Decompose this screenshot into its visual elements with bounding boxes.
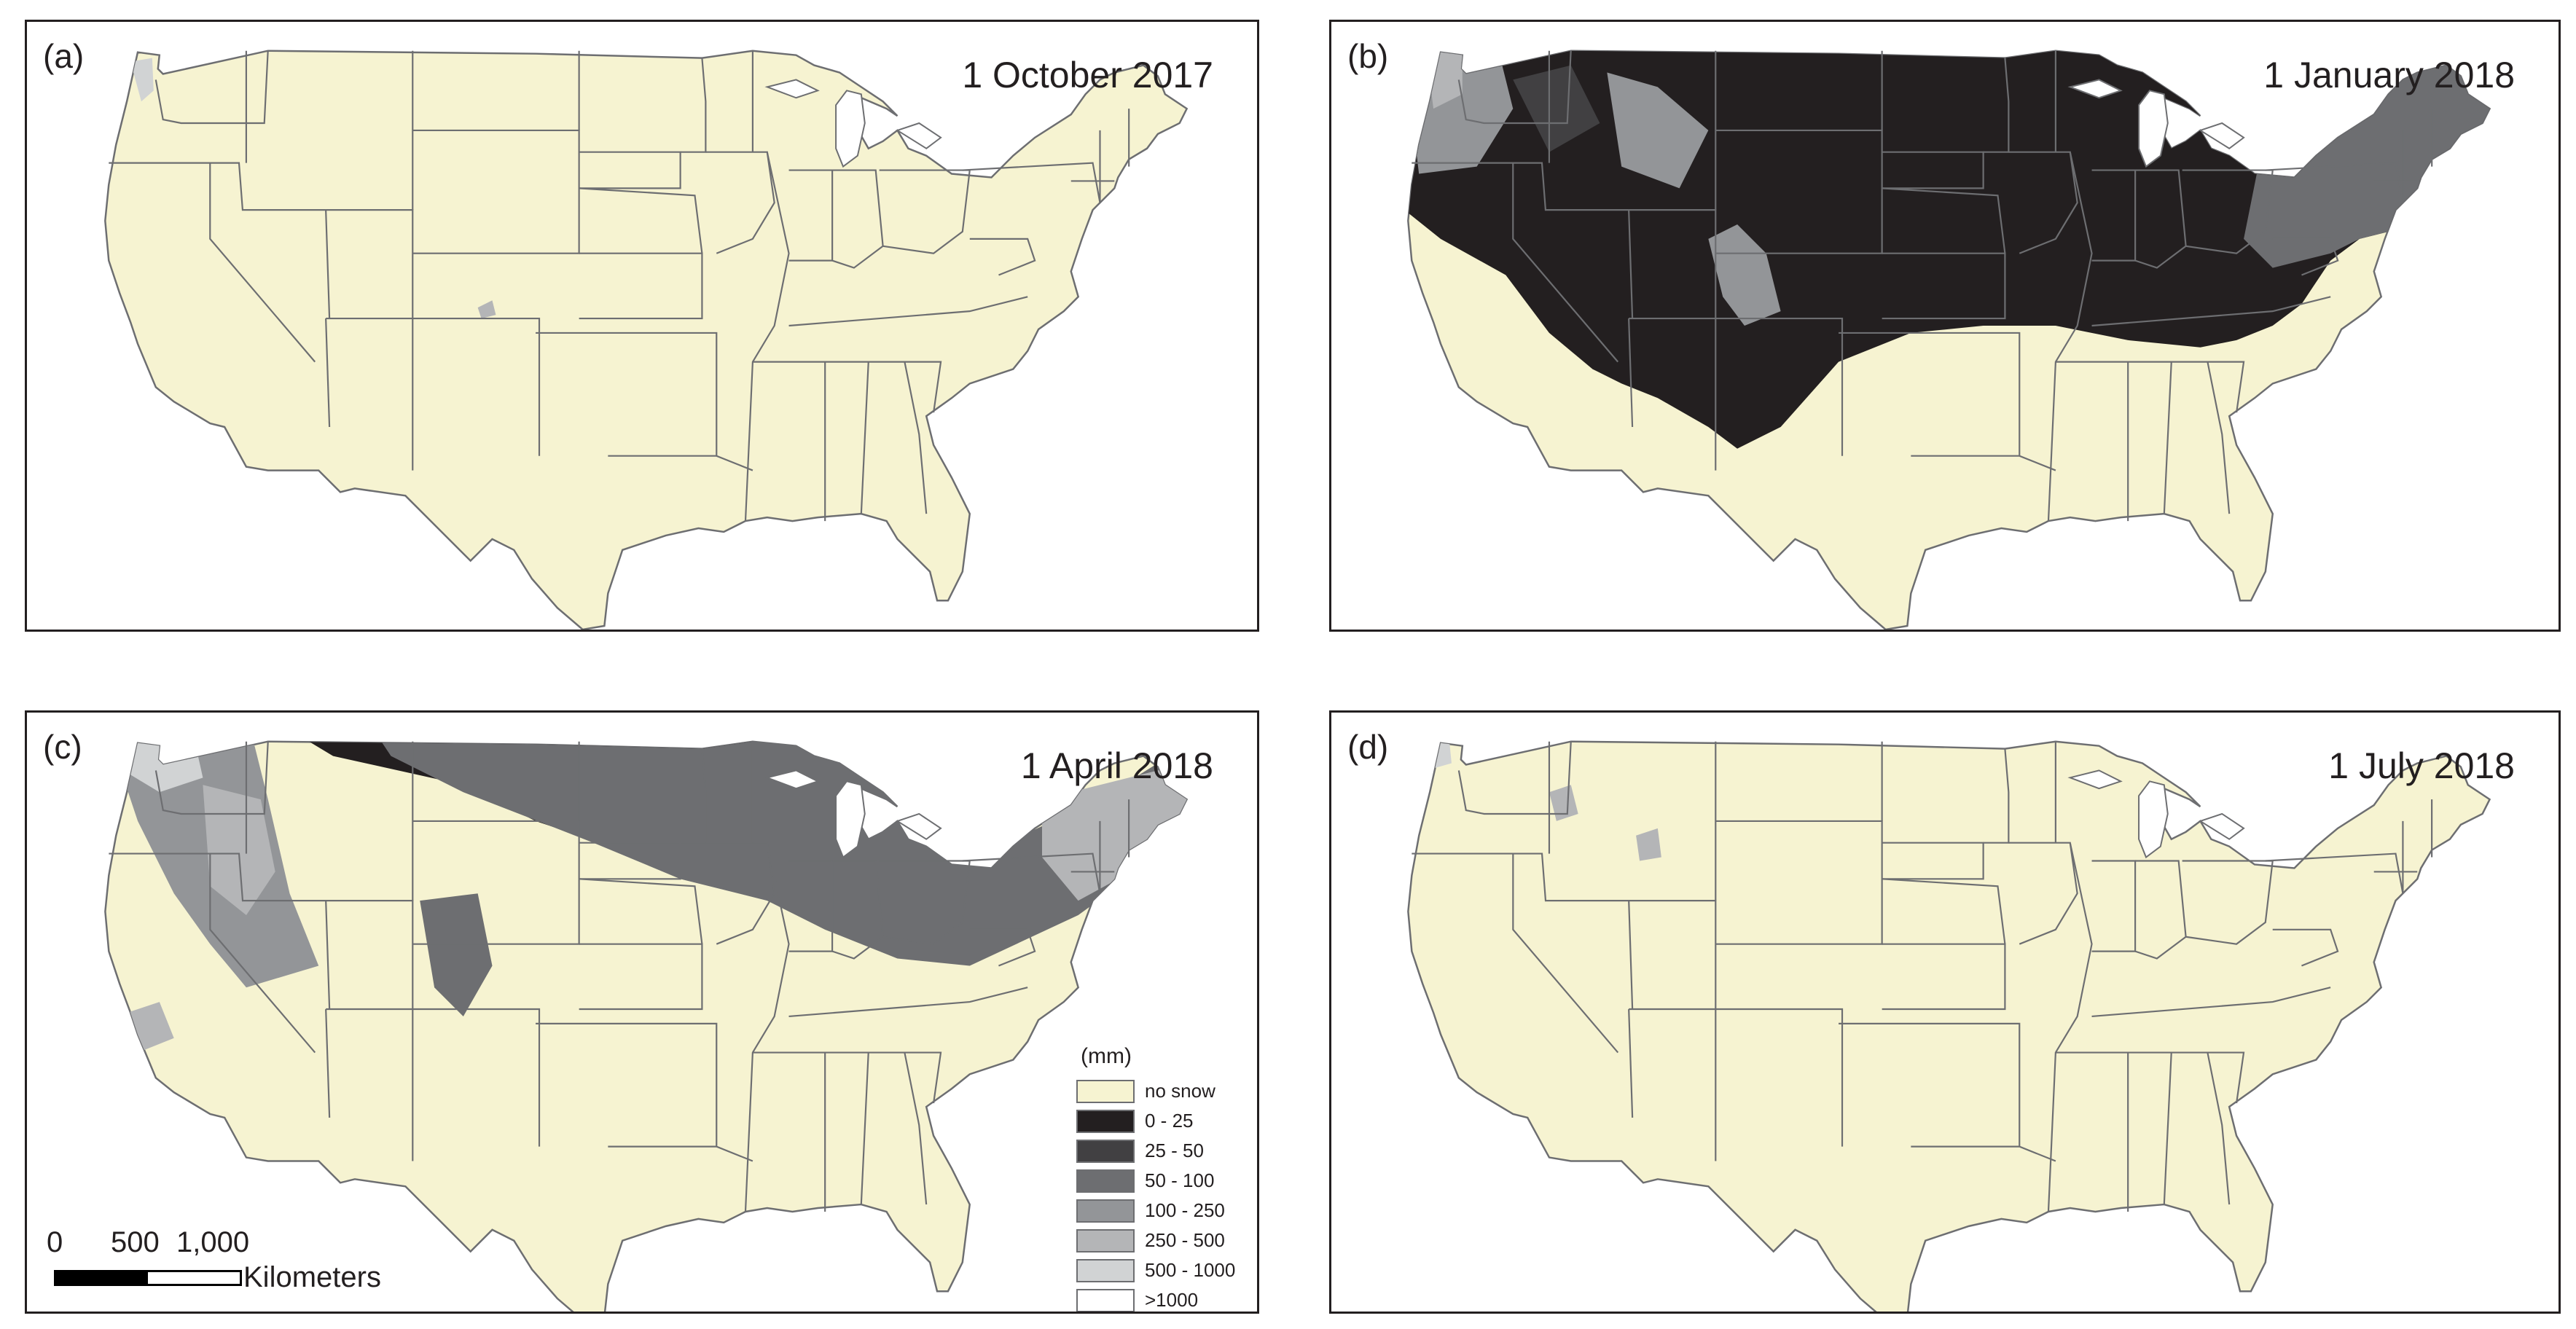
us-landmass <box>104 50 1188 630</box>
legend-swatch <box>1076 1109 1135 1133</box>
legend-item: 0 - 25 <box>1076 1106 1235 1136</box>
legend-swatch <box>1076 1228 1135 1252</box>
legend: (mm) no snow 0 - 25 25 - 50 50 - 100 100 - 2… <box>1076 1044 1235 1312</box>
legend-item: >1000 <box>1076 1285 1235 1312</box>
legend-item: 500 - 1000 <box>1076 1255 1235 1285</box>
panel-label: (a) <box>43 37 85 75</box>
us-map-b <box>1407 50 2491 630</box>
panel-date: 1 April 2018 <box>1020 745 1213 786</box>
legend-item: 25 - 50 <box>1076 1136 1235 1166</box>
legend-label: 100 - 250 <box>1145 1199 1225 1221</box>
map-panel-b: (b) 1 January 2018 <box>1329 20 2561 632</box>
us-map-c <box>104 740 1188 1312</box>
scale-segment-dark <box>54 1270 147 1286</box>
legend-item: 250 - 500 <box>1076 1226 1235 1255</box>
legend-swatch <box>1076 1079 1135 1103</box>
legend-label: no snow <box>1145 1080 1215 1102</box>
legend-item: no snow <box>1076 1076 1235 1106</box>
snow-layer-a <box>130 58 496 319</box>
legend-label: 500 - 1000 <box>1145 1259 1236 1281</box>
legend-label: >1000 <box>1145 1289 1199 1311</box>
scale-bar: 0 500 1,000 Kilometers <box>45 1226 381 1306</box>
legend-label: 25 - 50 <box>1145 1140 1204 1161</box>
legend-swatch <box>1076 1288 1135 1312</box>
legend-swatch <box>1076 1139 1135 1163</box>
map-panel-c: (c) 1 April 2018 (mm) no snow 0 - 25 25 - … <box>25 710 1259 1314</box>
legend-title: (mm) <box>1081 1044 1132 1068</box>
scale-tick-500: 500 <box>111 1226 160 1258</box>
panel-label: (b) <box>1347 37 1389 75</box>
legend-swatch <box>1076 1258 1135 1282</box>
legend-item: 100 - 250 <box>1076 1196 1235 1226</box>
panel-date: 1 October 2017 <box>962 55 1213 95</box>
panel-date: 1 January 2018 <box>2263 55 2515 95</box>
us-map-a <box>104 50 1188 630</box>
scale-units: Kilometers <box>243 1261 381 1293</box>
map-panel-d: (d) 1 July 2018 <box>1329 710 2561 1314</box>
legend-label: 0 - 25 <box>1145 1110 1194 1132</box>
panel-label: (c) <box>43 728 82 766</box>
us-map-d <box>1407 740 2491 1312</box>
us-landmass <box>1407 740 2491 1312</box>
legend-swatch <box>1076 1199 1135 1223</box>
scale-segment-light <box>146 1270 242 1286</box>
legend-item: 50 - 100 <box>1076 1166 1235 1196</box>
legend-items: no snow 0 - 25 25 - 50 50 - 100 100 - 250 250… <box>1076 1076 1235 1312</box>
panel-label: (d) <box>1347 728 1389 766</box>
scale-tick-0: 0 <box>47 1226 63 1258</box>
scale-tick-1000: 1,000 <box>176 1226 250 1258</box>
panel-date: 1 July 2018 <box>2328 745 2515 786</box>
legend-label: 250 - 500 <box>1145 1229 1225 1251</box>
legend-label: 50 - 100 <box>1145 1169 1215 1191</box>
map-panel-a: (a) 1 October 2017 <box>25 20 1259 632</box>
legend-swatch <box>1076 1169 1135 1193</box>
